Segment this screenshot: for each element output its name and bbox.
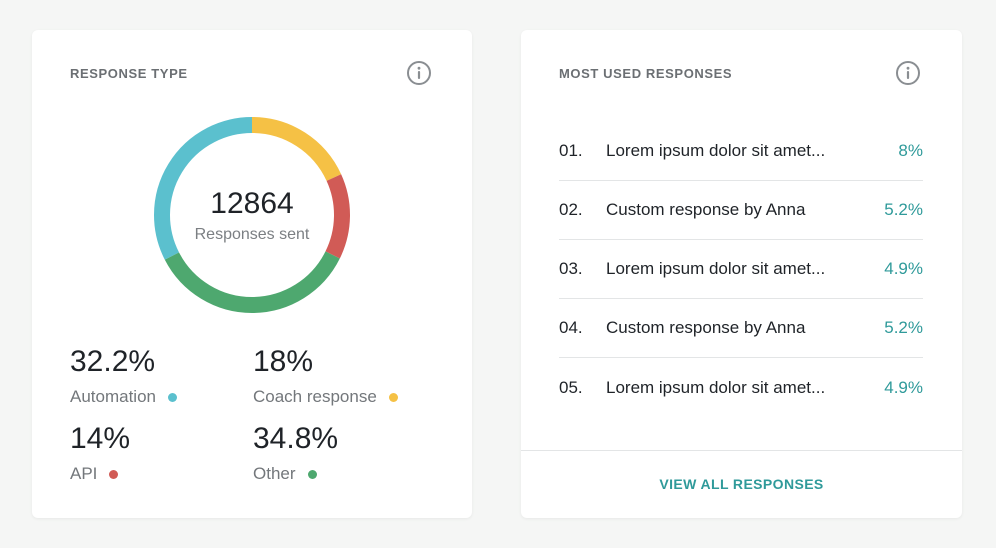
most-used-title: MOST USED RESPONSES [559,66,733,81]
list-item[interactable]: 05. Lorem ipsum dolor sit amet... 4.9% [559,358,923,417]
stat-other-value: 34.8% [253,422,339,455]
stat-automation-label: Automation [70,387,156,406]
item-number: 01. [559,141,583,160]
item-percent: 4.9% [884,377,923,397]
automation-dot-icon [168,392,177,402]
donut-segment-coach-response [251,117,342,182]
item-number: 04. [559,318,583,337]
list-item[interactable]: 01. Lorem ipsum dolor sit amet... 8% [559,122,923,181]
list-item[interactable]: 03. Lorem ipsum dolor sit amet... 4.9% [559,240,923,299]
response-type-card: RESPONSE TYPE 12864 Responses sent 32.2%… [32,30,472,518]
donut-segment-api [325,174,350,259]
stat-api: 14% API [70,424,130,484]
stat-automation-value: 32.2% [70,345,156,378]
item-text: Lorem ipsum dolor sit amet... [606,259,826,278]
list-item[interactable]: 04. Custom response by Anna 5.2% [559,299,923,358]
item-text: Lorem ipsum dolor sit amet... [606,141,826,160]
stat-other-label: Other [253,464,296,483]
stat-other: 34.8% Other [253,424,338,484]
item-number: 05. [559,377,583,397]
stat-api-value: 14% [70,422,131,455]
item-text: Custom response by Anna [606,318,806,337]
stat-coach-label: Coach response [253,387,377,406]
view-all-responses-link[interactable]: VIEW ALL RESPONSES [659,476,824,492]
item-text: Lorem ipsum dolor sit amet... [606,377,826,397]
other-dot-icon [307,469,317,479]
stat-coach-value: 18% [253,345,314,378]
item-percent: 8% [898,141,923,160]
item-text: Custom response by Anna [606,200,806,219]
donut-segment-automation [154,117,253,260]
stat-coach-label-row: Coach response [253,387,398,407]
item-number: 02. [559,200,583,219]
coach-dot-icon [388,392,398,402]
info-icon[interactable] [406,60,432,86]
item-number: 03. [559,259,583,278]
response-type-donut-chart [154,117,350,313]
footer-divider [521,450,962,451]
info-icon[interactable] [895,60,921,86]
stat-automation: 32.2% Automation [70,347,177,407]
stat-api-label-row: API [70,464,130,484]
responses-list: 01. Lorem ipsum dolor sit amet... 8% 02.… [559,122,923,417]
most-used-responses-card: MOST USED RESPONSES 01. Lorem ipsum dolo… [521,30,962,518]
item-percent: 5.2% [884,318,923,337]
item-percent: 5.2% [884,200,923,219]
api-dot-icon [109,469,119,479]
list-item[interactable]: 02. Custom response by Anna 5.2% [559,181,923,240]
stat-api-label: API [70,464,98,483]
response-type-title: RESPONSE TYPE [70,66,188,81]
stat-automation-label-row: Automation [70,387,177,407]
item-percent: 4.9% [884,259,923,278]
stat-other-label-row: Other [253,464,338,484]
donut-segment-other [164,251,340,313]
stat-coach-response: 18% Coach response [253,347,398,407]
